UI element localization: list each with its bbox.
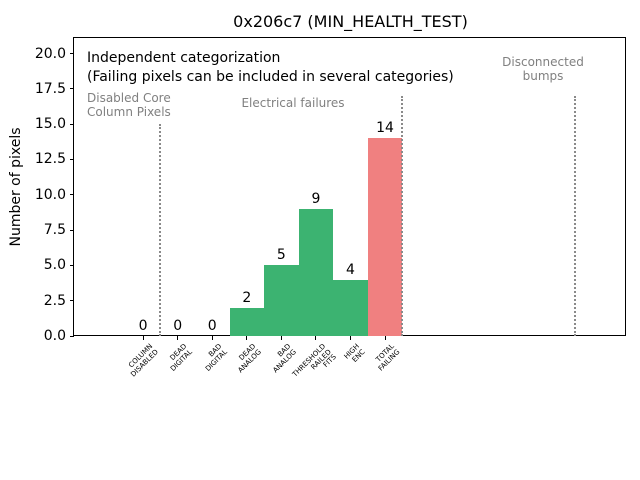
bar-value-label: 0 [138, 318, 148, 334]
y-tick-mark [70, 123, 74, 125]
bar-value-label: 4 [346, 261, 355, 278]
x-tick-label-dead-digital: DEAD DIGITAL [168, 342, 194, 373]
bar-value-label: 5 [276, 247, 286, 264]
x-tick-mark [211, 336, 213, 340]
category-separator-line [401, 95, 404, 336]
chart-title: 0x206c7 (MIN_HEALTH_TEST) [233, 12, 468, 31]
bar-value-label: 14 [376, 120, 394, 137]
x-tick-label-total-failing: TOTAL FAILING [374, 342, 402, 373]
x-tick-mark [280, 336, 282, 340]
bar-value-label: 2 [242, 289, 252, 306]
y-tick-label: 17.5 [34, 80, 66, 97]
y-tick-label: 20.0 [34, 45, 66, 62]
y-tick-label: 7.5 [43, 222, 66, 239]
bar-bad-analog [264, 265, 299, 336]
x-tick-label-high-enc: HIGH ENC [343, 342, 367, 364]
y-tick-label: 5.0 [43, 257, 66, 274]
x-tick-mark [384, 336, 386, 340]
y-tick-mark [70, 158, 74, 160]
x-tick-mark [177, 336, 179, 340]
region-label-disabled-core-column-pixels: Disabled Core Column Pixels [87, 91, 171, 119]
bar-dead-analog [229, 307, 265, 336]
x-tick-label-dead-analog: DEAD ANALOG [236, 342, 264, 375]
y-tick-label: 10.0 [34, 186, 66, 203]
y-tick-mark [70, 335, 74, 337]
region-label-electrical-failures: Electrical failures [241, 96, 345, 110]
y-tick-label: 0.0 [43, 328, 66, 344]
y-tick-mark [70, 300, 74, 302]
region-label-disconnected-bumps: Disconnected bumps [502, 55, 584, 83]
y-tick-mark [70, 194, 74, 196]
bar-total-failing [367, 138, 403, 336]
category-separator-line [159, 124, 162, 336]
bar-value-label: 0 [173, 318, 183, 334]
x-tick-mark [315, 336, 317, 340]
category-separator-line [574, 95, 577, 336]
y-tick-mark [70, 229, 74, 231]
y-tick-mark [70, 53, 74, 55]
x-tick-label-bad-digital: BAD DIGITAL [203, 342, 229, 373]
y-tick-mark [70, 264, 74, 266]
bar-value-label: 0 [207, 318, 217, 334]
annotation-failing-note: (Failing pixels can be included in sever… [87, 69, 454, 85]
x-tick-mark [350, 336, 351, 340]
y-tick-label: 12.5 [34, 151, 66, 168]
y-tick-label: 15.0 [34, 116, 66, 133]
y-axis-label: Number of pixels [8, 127, 24, 247]
annotation-independent-categorization: Independent categorization [87, 50, 281, 66]
x-tick-label-column-disabled: COLUMN DISABLED [126, 342, 160, 379]
y-tick-label: 2.5 [43, 292, 66, 309]
y-tick-mark [70, 88, 74, 90]
bar-threshold-railed-fits [298, 208, 334, 336]
x-tick-mark [246, 336, 248, 340]
x-tick-mark [142, 336, 144, 340]
bar-value-label: 9 [311, 190, 321, 207]
bar-high-enc [333, 279, 368, 336]
x-tick-label-threshold-railed-fits: THRESHOLD RAILED FITS [290, 342, 338, 379]
